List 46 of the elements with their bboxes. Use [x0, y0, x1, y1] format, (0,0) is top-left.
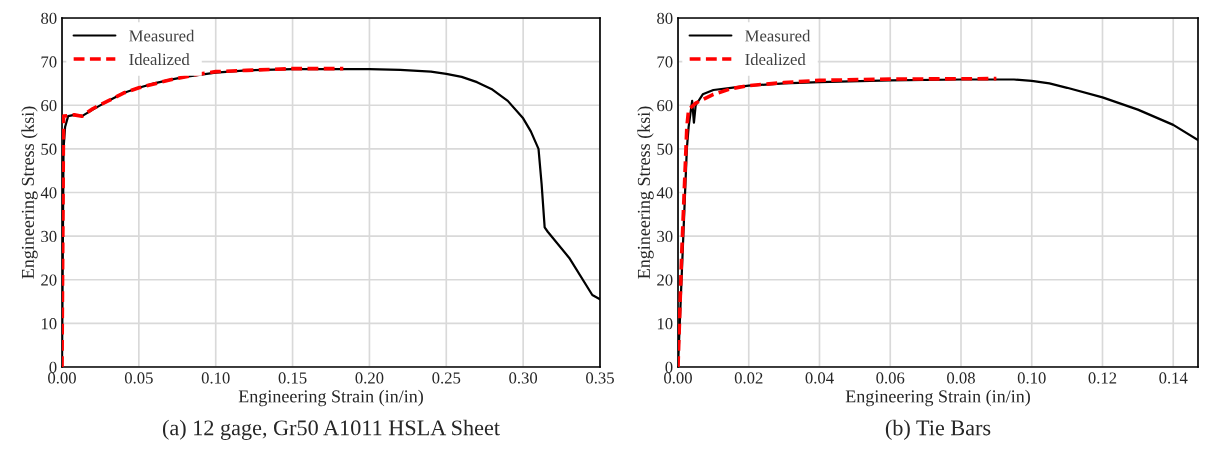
line-series	[678, 76, 999, 367]
y-tick-label: 70	[657, 56, 673, 68]
x-tick-label: 0.10	[1017, 372, 1046, 384]
legend-label: Measured	[745, 29, 811, 42]
x-tick-label: 0.06	[876, 372, 905, 384]
y-tick-label: 40	[656, 187, 673, 199]
y-tick-label: 50	[41, 143, 57, 155]
x-tick-label: 0.14	[1159, 372, 1188, 384]
y-tick-label: 20	[657, 274, 673, 286]
x-tick-label: 0.12	[1088, 372, 1117, 384]
x-tick-label: 0.10	[201, 372, 230, 384]
y-tick-label: 50	[657, 143, 673, 155]
y-tick-label: 20	[41, 274, 57, 286]
x-axis-title: Engineering Strain (in/in)	[845, 389, 1030, 407]
x-tick-label: 0.25	[432, 372, 461, 384]
x-tick-label: 0.04	[805, 372, 834, 384]
x-tick-label: 0.20	[355, 372, 384, 384]
y-tick-label: 0	[665, 361, 673, 373]
legend-label: Measured	[129, 29, 195, 42]
y-tick-label: 60	[657, 99, 673, 112]
y-tick-label: 0	[49, 361, 57, 373]
x-tick-label: 0.00	[48, 372, 76, 384]
y-tick-label: 60	[41, 99, 57, 112]
x-tick-label: 0.35	[586, 372, 614, 384]
x-axis-title: Engineering Strain (in/in)	[238, 389, 423, 407]
y-tick-label: 40	[40, 187, 57, 199]
x-tick-label: 0.15	[278, 372, 307, 384]
x-tick-label: 0.05	[124, 372, 153, 384]
line-series	[62, 66, 346, 367]
y-tick-label: 80	[657, 12, 673, 24]
y-axis-title: Engineering Stress (ksi)	[637, 106, 654, 279]
y-tick-label: 30	[657, 230, 673, 243]
x-tick-label: 0.02	[734, 372, 763, 384]
y-tick-label: 80	[41, 12, 57, 24]
legend-label: Idealized	[129, 53, 190, 66]
legend-label: Idealized	[745, 53, 806, 66]
text: (b) Tie Bars	[885, 419, 991, 440]
x-tick-label: 0.00	[664, 372, 692, 384]
y-tick-label: 10	[657, 318, 673, 330]
y-axis-title: Engineering Stress (ksi)	[21, 106, 38, 279]
x-tick-label: 0.08	[947, 372, 975, 384]
y-tick-label: 10	[41, 318, 57, 330]
y-tick-label: 30	[41, 230, 57, 243]
x-tick-label: 0.30	[509, 372, 538, 384]
y-tick-label: 70	[41, 56, 57, 68]
text: (a) 12 gage, Gr50 A1011 HSLA Sheet	[162, 419, 500, 440]
